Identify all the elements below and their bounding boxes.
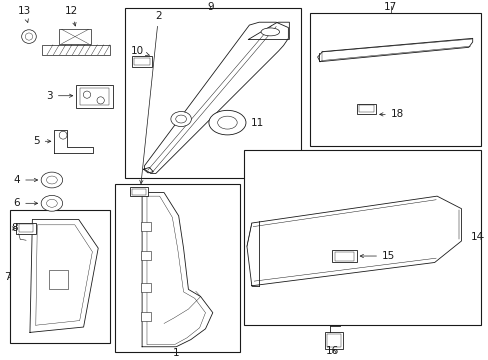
Text: 6: 6 — [14, 198, 38, 208]
Text: 14: 14 — [470, 232, 484, 242]
Text: 5: 5 — [33, 136, 51, 146]
Bar — [130, 187, 148, 196]
Text: 7: 7 — [4, 272, 11, 282]
Text: 15: 15 — [360, 251, 394, 261]
Text: 18: 18 — [379, 109, 403, 120]
Bar — [19, 225, 33, 232]
Ellipse shape — [261, 28, 279, 36]
Bar — [358, 105, 373, 112]
Bar — [16, 223, 36, 234]
Bar — [115, 184, 239, 352]
Bar — [327, 334, 340, 347]
Bar — [132, 56, 152, 67]
Bar — [42, 45, 110, 55]
Ellipse shape — [46, 176, 57, 184]
Bar — [141, 312, 151, 320]
Bar — [244, 149, 480, 325]
Text: 16: 16 — [325, 346, 338, 356]
Bar — [76, 85, 113, 108]
Ellipse shape — [46, 199, 57, 207]
Text: 12: 12 — [64, 6, 78, 26]
Text: 8: 8 — [11, 224, 18, 233]
Ellipse shape — [97, 97, 104, 104]
Bar — [10, 211, 110, 343]
Text: 1: 1 — [173, 348, 179, 358]
Text: 2: 2 — [140, 11, 162, 184]
Ellipse shape — [208, 111, 245, 135]
Ellipse shape — [83, 91, 90, 98]
Ellipse shape — [175, 115, 186, 123]
Ellipse shape — [217, 116, 237, 129]
Text: 17: 17 — [384, 3, 397, 13]
Text: 9: 9 — [206, 3, 213, 13]
Bar — [141, 251, 151, 260]
Bar — [80, 88, 109, 105]
Ellipse shape — [25, 33, 33, 40]
Ellipse shape — [170, 112, 191, 127]
Bar — [141, 283, 151, 292]
Text: 13: 13 — [18, 6, 31, 22]
Bar — [132, 189, 146, 195]
Bar — [141, 222, 151, 231]
Text: 3: 3 — [46, 91, 73, 101]
Ellipse shape — [59, 131, 67, 139]
Bar — [49, 270, 68, 289]
Bar — [310, 13, 480, 146]
Bar — [59, 30, 91, 44]
Bar — [125, 8, 300, 178]
Text: 10: 10 — [130, 46, 149, 56]
Bar — [356, 104, 375, 114]
Text: 11: 11 — [240, 118, 263, 128]
Text: 4: 4 — [14, 175, 38, 185]
Bar — [134, 58, 150, 65]
Bar — [331, 250, 356, 262]
Ellipse shape — [41, 172, 62, 188]
Ellipse shape — [21, 30, 36, 43]
Ellipse shape — [41, 195, 62, 211]
Bar — [334, 252, 353, 261]
Bar — [325, 332, 343, 348]
